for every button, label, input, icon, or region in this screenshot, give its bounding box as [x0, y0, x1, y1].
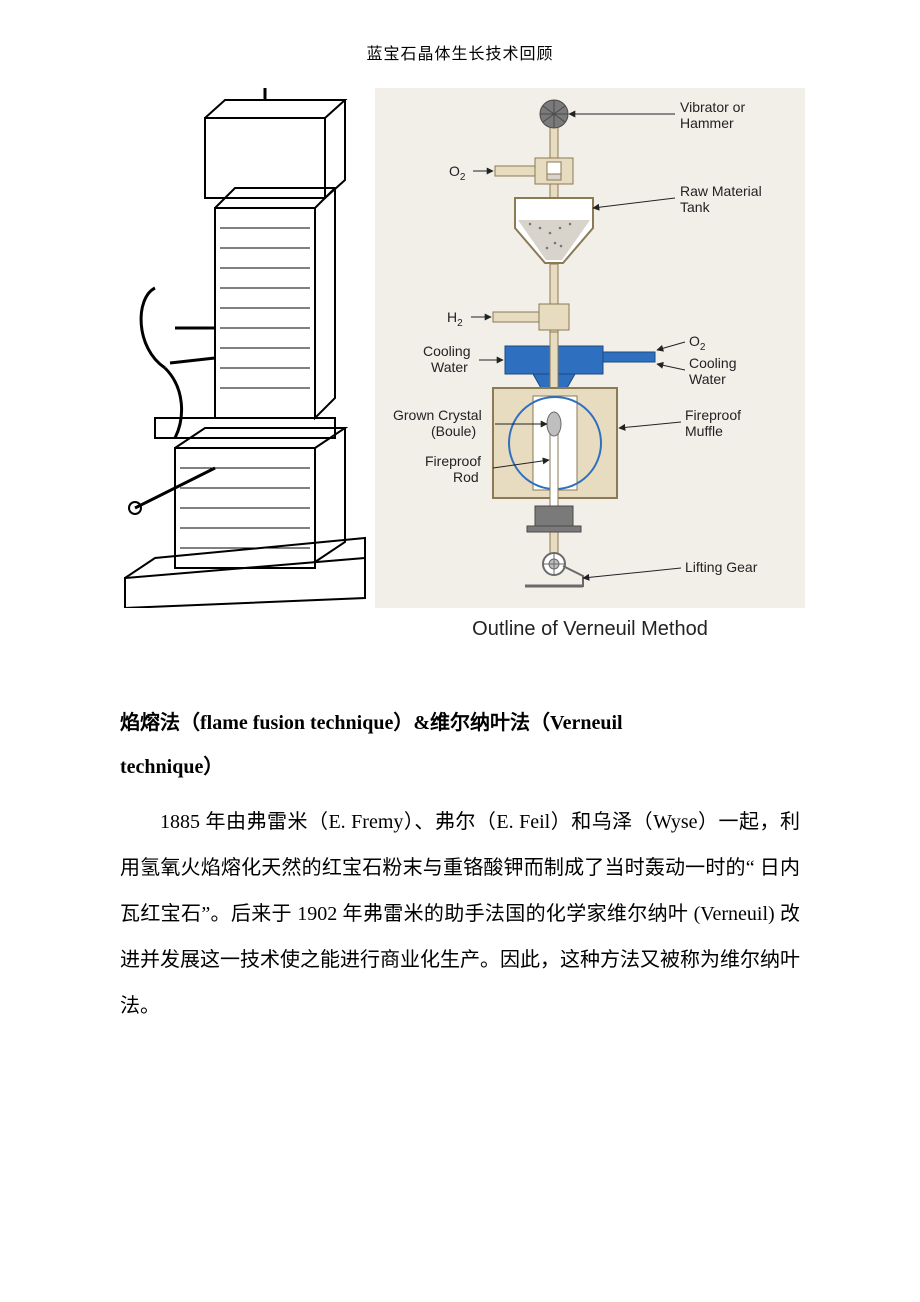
label-vibrator-1: Vibrator or: [680, 99, 745, 115]
label-lift: Lifting Gear: [685, 559, 758, 575]
label-h2: H2: [447, 309, 463, 329]
section-heading-line1: 焰熔法（flame fusion technique）&维尔纳叶法（Verneu…: [120, 712, 623, 734]
body-paragraph: 1885 年由弗雷米（E. Fremy）、弗尔（E. Feil）和乌泽（Wyse…: [120, 799, 800, 1029]
label-grown-2: (Boule): [431, 423, 476, 439]
label-cool-l1: Cooling: [423, 343, 470, 359]
label-fprod-2: Rod: [453, 469, 479, 485]
diagram-caption: Outline of Verneuil Method: [120, 618, 800, 641]
label-cool-r2: Water: [689, 371, 726, 387]
section-heading-line2: technique）: [120, 756, 223, 778]
document-page: 蓝宝石晶体生长技术回顾: [0, 0, 920, 1302]
label-cool-r1: Cooling: [689, 355, 736, 371]
figure-row: Vibrator or Hammer O2 Raw Material Tank …: [120, 88, 800, 608]
verneuil-diagram: Vibrator or Hammer O2 Raw Material Tank …: [375, 88, 805, 608]
label-vibrator-2: Hammer: [680, 115, 734, 131]
page-title: 蓝宝石晶体生长技术回顾: [120, 40, 800, 64]
label-cool-l2: Water: [431, 359, 468, 375]
label-o2-top: O2: [449, 163, 466, 183]
label-fprod-1: Fireproof: [425, 453, 481, 469]
label-grown-1: Grown Crystal: [393, 407, 482, 423]
label-muffle-1: Fireproof: [685, 407, 741, 423]
apparatus-sketch: [115, 88, 375, 608]
label-raw-2: Tank: [680, 199, 711, 215]
label-o2-right: O2: [689, 333, 706, 353]
label-muffle-2: Muffle: [685, 423, 723, 439]
label-raw-1: Raw Material: [680, 183, 762, 199]
section-heading: 焰熔法（flame fusion technique）&维尔纳叶法（Verneu…: [120, 701, 800, 789]
